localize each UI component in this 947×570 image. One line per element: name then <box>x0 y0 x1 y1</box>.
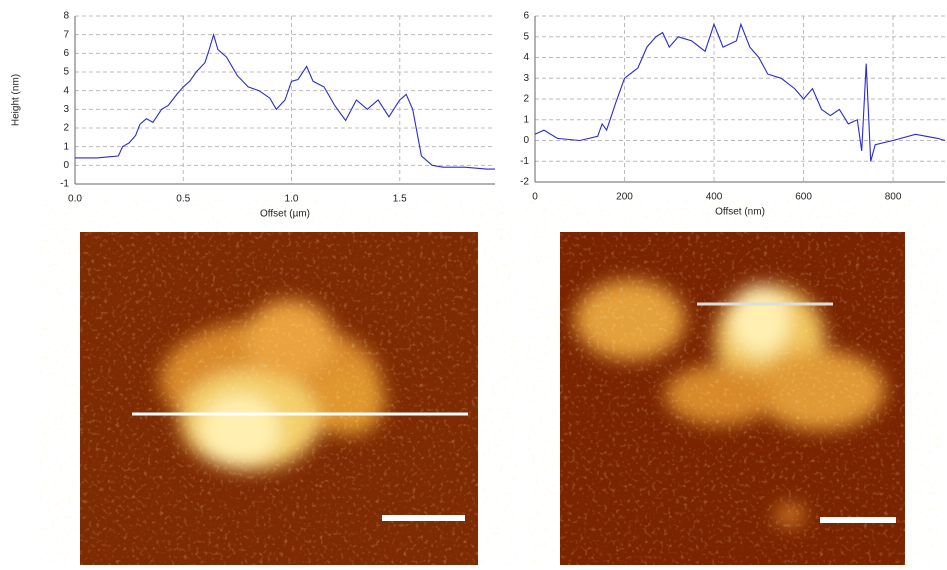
y-tick-label: 6 <box>523 11 529 22</box>
x-axis-label: Offset (nm) <box>715 207 765 218</box>
afm-image-right <box>560 232 905 565</box>
x-tick-label: 600 <box>795 192 812 203</box>
y-tick-label: 5 <box>523 31 529 42</box>
y-tick-label: 0 <box>523 135 529 146</box>
x-tick-label: 1.0 <box>285 194 299 205</box>
y-tick-label: -1 <box>520 156 529 167</box>
y-tick-label: 8 <box>63 11 69 22</box>
data-line <box>75 32 495 170</box>
y-tick-label: 0 <box>63 160 69 171</box>
y-tick-label: 4 <box>523 52 529 63</box>
x-tick-label: 0 <box>532 192 538 203</box>
x-tick-label: 800 <box>885 192 902 203</box>
y-tick-label: 7 <box>63 29 69 40</box>
x-tick-label: 0.5 <box>176 194 190 205</box>
y-tick-label: 5 <box>63 67 69 78</box>
y-axis-label: Height (nm) <box>11 74 22 126</box>
x-axis-label: Offset (µm) <box>260 209 310 220</box>
y-tick-label: 4 <box>63 85 69 96</box>
y-tick-label: 2 <box>63 123 69 134</box>
x-tick-label: 200 <box>616 192 633 203</box>
y-tick-label: -2 <box>520 177 529 188</box>
y-tick-label: 6 <box>63 48 69 59</box>
data-line <box>534 22 946 162</box>
y-tick-label: 1 <box>63 141 69 152</box>
x-tick-label: 1.5 <box>393 194 407 205</box>
afm-image-left <box>80 232 478 565</box>
y-tick-label: -1 <box>60 179 69 190</box>
x-tick-label: 400 <box>706 192 723 203</box>
x-tick-label: 0.0 <box>68 194 82 205</box>
y-tick-label: 2 <box>523 94 529 105</box>
y-tick-label: 1 <box>523 114 529 125</box>
y-tick-label: 3 <box>523 73 529 84</box>
y-tick-label: 3 <box>63 104 69 115</box>
